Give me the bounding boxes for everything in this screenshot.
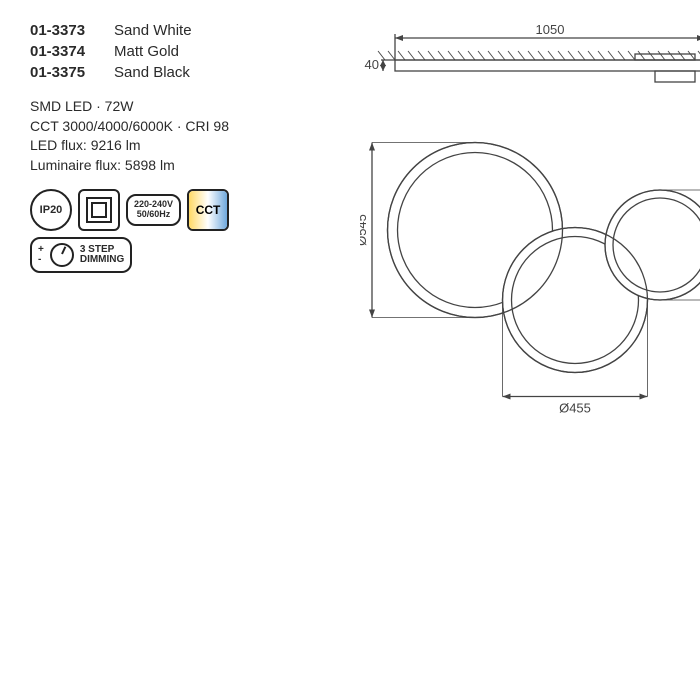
ip-rating-icon: IP20 [30, 189, 72, 231]
class2-icon [78, 189, 120, 231]
spec-line: Luminaire flux: 5898 lm [30, 156, 330, 176]
cct-icon: CCT [187, 189, 229, 231]
spec-line: LED flux: 9216 lm [30, 136, 330, 156]
variant-row: 01-3373 Sand White [30, 20, 330, 41]
svg-text:Ø545: Ø545 [360, 214, 369, 246]
spec-line: CCT 3000/4000/6000K · CRI 98 [30, 117, 330, 137]
voltage-icon: 220-240V 50/60Hz [126, 194, 181, 226]
svg-text:40: 40 [365, 57, 379, 72]
svg-text:Ø455: Ø455 [559, 401, 591, 416]
variants-list: 01-3373 Sand White 01-3374 Matt Gold 01-… [30, 20, 330, 83]
voltage-line: 50/60Hz [134, 210, 173, 220]
dimming-icon: +- 3 STEP DIMMING [30, 237, 132, 273]
technical-drawing: 105040100Ø545Ø455Ø360 [360, 20, 700, 445]
variant-row: 01-3374 Matt Gold [30, 41, 330, 62]
drawing-svg: 105040100Ø545Ø455Ø360 [360, 20, 700, 440]
variant-row: 01-3375 Sand Black [30, 62, 330, 83]
spec-line: SMD LED · 72W [30, 97, 330, 117]
icon-row: IP20 220-240V 50/60Hz CCT +- 3 STEP DIMM… [30, 189, 330, 273]
dim-line: DIMMING [80, 255, 124, 266]
knob-icon [50, 243, 74, 267]
cct-text: CCT [196, 202, 221, 219]
variant-code: 01-3373 [30, 20, 100, 41]
variant-code: 01-3375 [30, 62, 100, 83]
svg-text:1050: 1050 [536, 22, 565, 37]
plus-minus: +- [38, 245, 44, 265]
specs-block: SMD LED · 72W CCT 3000/4000/6000K · CRI … [30, 97, 330, 175]
variant-name: Matt Gold [114, 41, 179, 62]
variant-name: Sand White [114, 20, 192, 41]
variant-name: Sand Black [114, 62, 190, 83]
info-panel: 01-3373 Sand White 01-3374 Matt Gold 01-… [30, 20, 330, 445]
ip-text: IP20 [40, 203, 63, 218]
variant-code: 01-3374 [30, 41, 100, 62]
